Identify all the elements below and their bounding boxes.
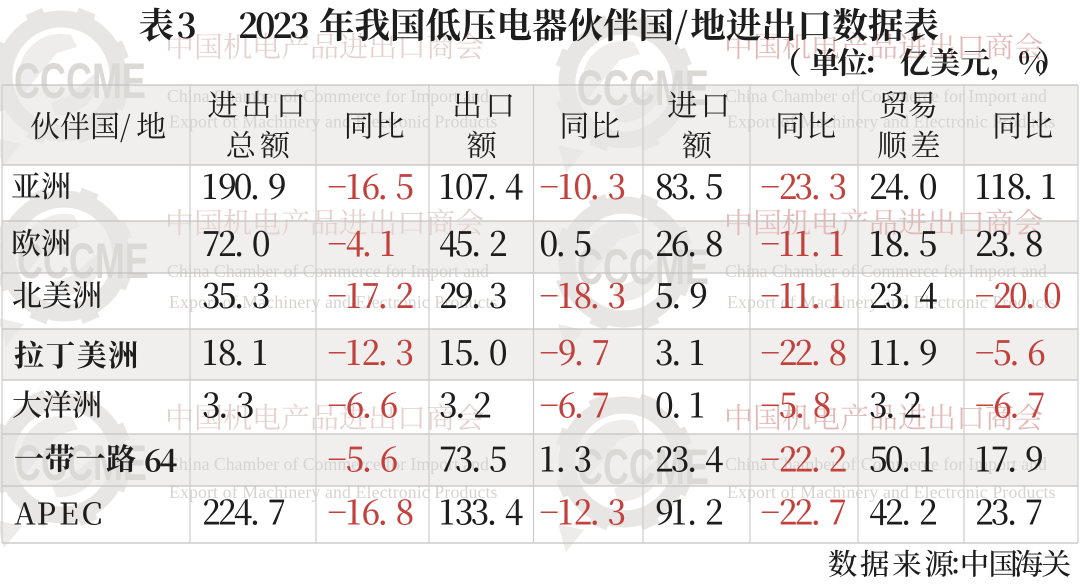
svg-text:China Chamber of Commerce for: China Chamber of Commerce for Import and: [167, 261, 489, 281]
svg-text:China Chamber of Commerce for: China Chamber of Commerce for Import and: [725, 86, 1047, 106]
svg-text:Export of Machinery and Electr: Export of Machinery and Electronic Produ…: [727, 112, 1056, 132]
svg-text:Export of Machinery and Electr: Export of Machinery and Electronic Produ…: [169, 112, 498, 132]
svg-text:China Chamber of Commerce for: China Chamber of Commerce for Import and: [725, 261, 1047, 281]
svg-text:Export of Machinery and Electr: Export of Machinery and Electronic Produ…: [169, 482, 498, 502]
svg-text:Export of Machinery and Electr: Export of Machinery and Electronic Produ…: [727, 292, 1056, 312]
svg-text:Export of Machinery and Electr: Export of Machinery and Electronic Produ…: [169, 292, 498, 312]
svg-text:China Chamber of Commerce for: China Chamber of Commerce for Import and: [167, 454, 489, 474]
svg-text:CCCME: CCCME: [17, 234, 149, 289]
svg-text:Export of Machinery and Electr: Export of Machinery and Electronic Produ…: [727, 482, 1056, 502]
svg-text:CCCME: CCCME: [14, 54, 146, 109]
svg-text:CCCME: CCCME: [15, 436, 147, 491]
